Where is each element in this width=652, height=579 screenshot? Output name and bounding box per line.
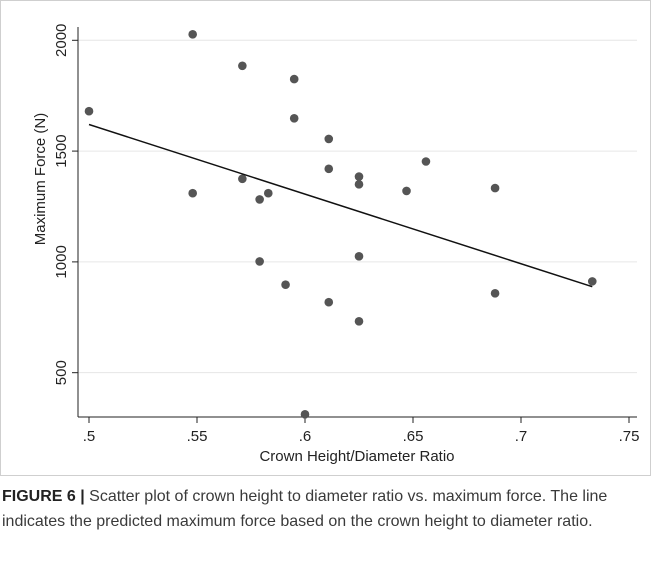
- data-point: [300, 410, 310, 419]
- x-tick-label: .6: [299, 428, 312, 445]
- caption-text: Scatter plot of crown height to diameter…: [2, 488, 608, 530]
- data-point: [238, 61, 247, 71]
- figure-label: FIGURE 6 |: [2, 488, 85, 505]
- data-points: [84, 30, 597, 419]
- x-tick-label: .55: [187, 428, 208, 445]
- axis-ticks: 500 1000 1500 2000 .5 .55 .6 .65 .7 .75: [53, 24, 639, 445]
- data-point: [402, 186, 411, 196]
- data-point: [354, 316, 364, 326]
- data-point: [289, 113, 299, 123]
- fit-line: [88, 123, 593, 288]
- data-point: [188, 188, 197, 198]
- data-point: [354, 252, 364, 261]
- data-point: [289, 74, 299, 84]
- data-point: [490, 289, 500, 298]
- x-tick-label: .7: [515, 428, 528, 445]
- data-point: [421, 157, 431, 166]
- x-axis-title: Crown Height/Diameter Ratio: [259, 448, 454, 465]
- data-point: [490, 183, 500, 193]
- data-point: [354, 180, 364, 189]
- data-point: [324, 134, 334, 144]
- data-point: [281, 280, 290, 290]
- data-point: [263, 188, 273, 198]
- y-tick-label: 2000: [53, 24, 70, 57]
- fit-line-group: [88, 123, 593, 288]
- data-point: [324, 297, 334, 307]
- scatter-plot: 500 1000 1500 2000 .5 .55 .6 .65 .7 .75 Crown Hei…: [32, 24, 639, 465]
- y-axis-title: Maximum Force (N): [32, 113, 49, 246]
- x-tick-label: .65: [403, 428, 424, 445]
- x-tick-label: .75: [619, 428, 640, 445]
- axes: [77, 27, 637, 418]
- data-point: [255, 257, 264, 266]
- figure-caption: FIGURE 6 | Scatter plot of crown height …: [2, 484, 648, 534]
- data-point: [354, 172, 364, 181]
- data-point: [238, 174, 247, 184]
- data-point: [587, 277, 597, 286]
- y-tick-label: 1500: [53, 134, 70, 167]
- y-tick-label: 500: [53, 360, 70, 385]
- figure-panel: 500 1000 1500 2000 .5 .55 .6 .65 .7 .75 Crown Hei…: [0, 0, 651, 476]
- y-tick-label: 1000: [53, 245, 70, 278]
- data-point: [324, 164, 334, 174]
- data-point: [255, 195, 264, 204]
- data-point: [84, 106, 94, 116]
- data-point: [188, 30, 197, 39]
- x-tick-label: .5: [83, 428, 96, 445]
